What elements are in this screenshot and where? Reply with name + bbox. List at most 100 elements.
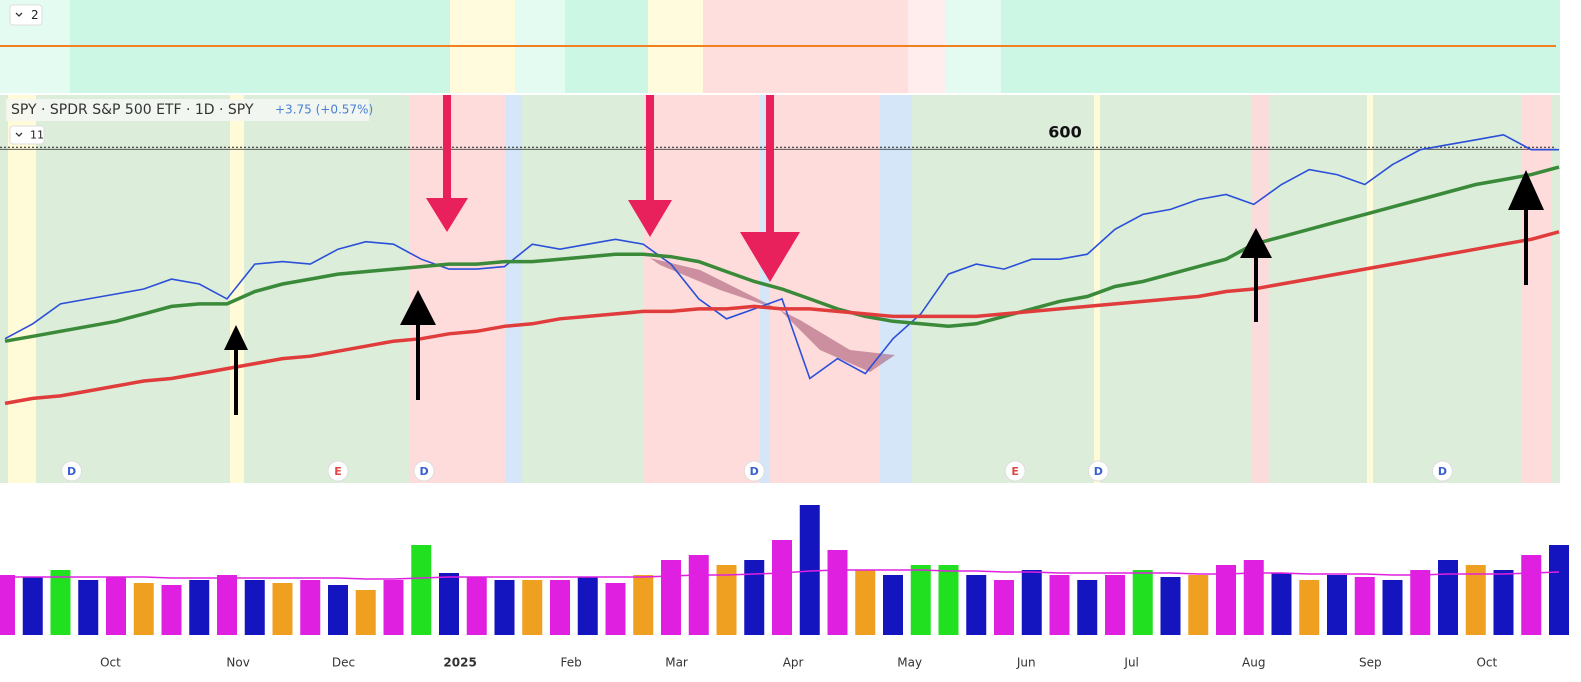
volume-bar <box>744 560 765 635</box>
volume-bar <box>411 545 432 635</box>
x-tick-label: Jul <box>1123 656 1138 670</box>
volume-bar <box>494 580 515 635</box>
arrows <box>224 95 1544 415</box>
change-text: +3.75 (+0.57%) <box>275 103 373 117</box>
volume-bar <box>106 577 126 635</box>
x-tick-label: Oct <box>100 656 121 670</box>
volume-bar <box>328 585 348 635</box>
moving-average <box>4 230 1560 406</box>
event-badge <box>413 460 435 482</box>
volume-bar <box>1049 575 1070 635</box>
volume-bar <box>272 583 293 635</box>
volume-bar <box>78 580 99 635</box>
cloud <box>650 258 895 372</box>
x-tick-label: 2025 <box>443 656 476 670</box>
event-label: D <box>750 465 759 478</box>
up-arrow <box>400 290 436 400</box>
event-badge <box>327 460 349 482</box>
volume-bar <box>1132 570 1153 635</box>
volume-bar <box>772 540 792 635</box>
regime-band <box>1094 95 1100 483</box>
event-badge <box>1004 460 1026 482</box>
indicator-count: 11 <box>30 129 44 142</box>
volume-bar <box>550 580 570 635</box>
volume-bar <box>1077 580 1098 635</box>
title-bg <box>6 99 369 121</box>
volume-bar <box>716 565 737 635</box>
event-badge <box>1431 460 1453 482</box>
volume-bar <box>1493 570 1514 635</box>
x-tick-label: Aug <box>1242 656 1265 670</box>
volume-bar <box>938 565 959 635</box>
event-label: D <box>1438 465 1447 478</box>
volume-bar <box>50 570 71 635</box>
volume-bar <box>1327 575 1347 635</box>
volume-bar <box>383 580 404 635</box>
volume-bar <box>217 575 237 635</box>
indicator-pane: 2 <box>0 0 1560 93</box>
chart-title: SPY · SPDR S&P 500 ETF · 1D · SPY <box>11 102 254 118</box>
regime-band <box>8 95 36 483</box>
volume-bar <box>439 573 459 635</box>
event-badge <box>61 460 83 482</box>
legend-header: SPY · SPDR S&P 500 ETF · 1D · SPY +3.75 … <box>6 99 373 145</box>
event-badge <box>1087 460 1109 482</box>
event-label: D <box>67 465 76 478</box>
up-arrow <box>224 325 248 415</box>
volume-bar <box>1105 575 1125 635</box>
volume-bar <box>1465 565 1486 635</box>
volume-average <box>5 569 1560 580</box>
volume-bar <box>1216 565 1236 635</box>
volume-bar <box>300 580 321 635</box>
volume-bar <box>1354 577 1375 635</box>
volume-bar <box>661 560 681 635</box>
volume-bar <box>189 580 210 635</box>
down-arrow <box>740 95 800 282</box>
up-arrow <box>1508 170 1544 285</box>
event-label: D <box>1094 465 1103 478</box>
regime-band <box>880 95 912 483</box>
event-label: E <box>334 465 342 478</box>
regime-band <box>1522 95 1552 483</box>
event-label: E <box>1011 465 1019 478</box>
x-tick-label: Nov <box>226 656 249 670</box>
volume-bar <box>1021 570 1042 635</box>
volume-bar <box>577 577 598 635</box>
price-line <box>4 133 1559 380</box>
regime-band <box>1367 95 1373 483</box>
x-tick-label: Apr <box>783 656 804 670</box>
volume-bar <box>1160 577 1181 635</box>
volume-bar <box>522 580 543 635</box>
volume-bar <box>466 577 487 635</box>
volume-bar <box>355 590 376 635</box>
volume-bar <box>1382 580 1403 635</box>
event-badge <box>743 460 765 482</box>
x-tick-label: Oct <box>1476 656 1497 670</box>
chevron-icon <box>15 132 23 137</box>
volume-bar <box>1299 580 1320 635</box>
event-label: D <box>419 465 428 478</box>
volume-bar <box>1549 545 1569 635</box>
x-tick-label: Dec <box>332 656 355 670</box>
volume-bar <box>1521 555 1542 635</box>
volume-bar <box>827 550 848 635</box>
volume-bar <box>799 505 820 635</box>
volume-bar <box>855 570 876 635</box>
pane-toggle[interactable] <box>9 4 43 26</box>
volume-bar <box>1271 573 1292 635</box>
regime-band <box>505 95 522 483</box>
x-tick-label: Mar <box>665 656 688 670</box>
pane-toggle[interactable] <box>9 125 45 145</box>
down-arrow <box>426 95 468 232</box>
down-arrow <box>628 95 672 237</box>
volume-bar <box>161 585 182 635</box>
regime-band <box>230 95 244 483</box>
up-arrow <box>1240 228 1272 322</box>
regime-band <box>410 95 505 483</box>
volume-bar <box>0 575 15 635</box>
level-label: 600 <box>1048 123 1081 142</box>
volume-bar <box>966 575 987 635</box>
volume-bar <box>633 575 654 635</box>
volume-bar <box>883 575 903 635</box>
